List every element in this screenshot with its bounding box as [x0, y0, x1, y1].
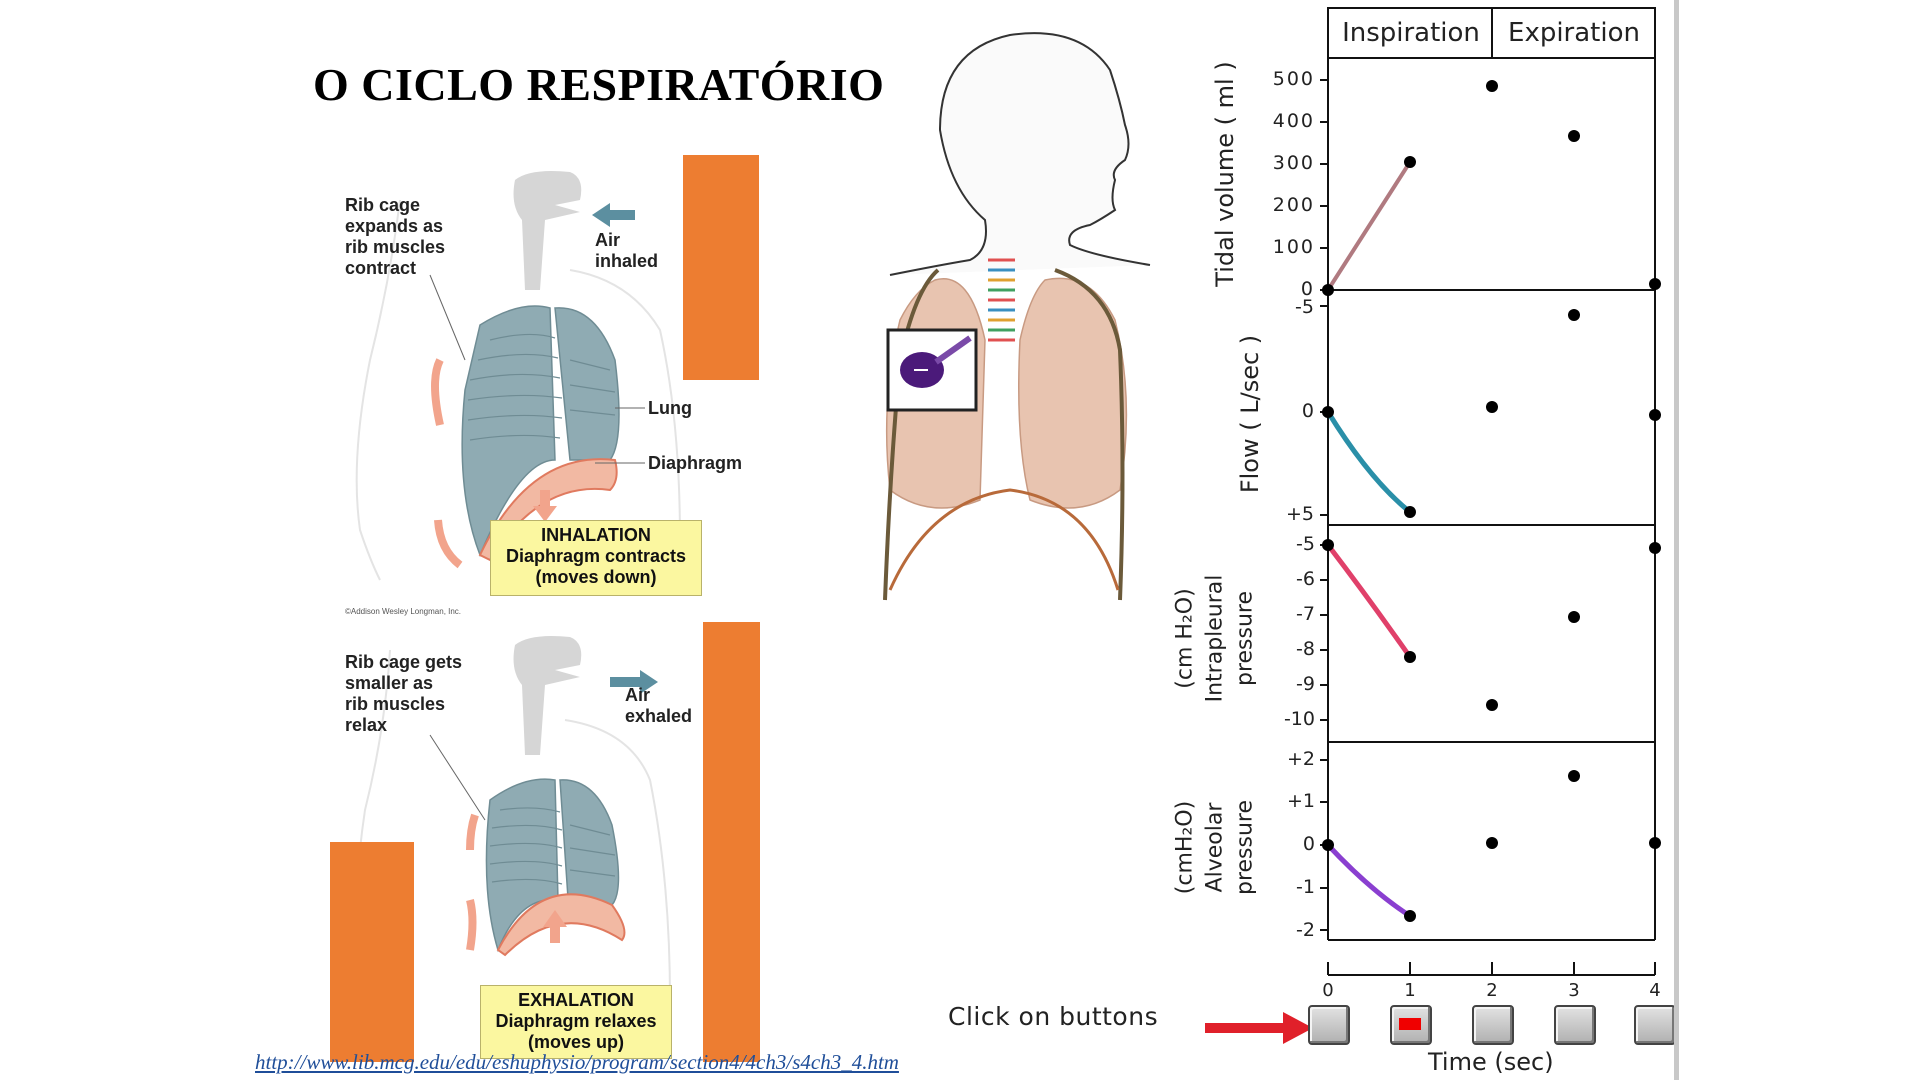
rib-cage-exhale-label: Rib cage gets smaller as rib muscles rel… [345, 652, 462, 736]
time-button-0[interactable] [1308, 1005, 1350, 1045]
inhalation-diagram: Rib cage expands as rib muscles contract… [330, 160, 770, 620]
tick-label: +2 [1286, 748, 1315, 770]
label-line: smaller as [345, 673, 434, 693]
copyright-text: ©Addison Wesley Longman, Inc. [345, 607, 462, 616]
respiratory-chart: Inspiration Expiration 500 400 300 200 1… [1120, 0, 1700, 1080]
tidal-tick-labels: 500 400 300 200 100 0 [1260, 68, 1315, 320]
time-button-1[interactable] [1390, 1005, 1432, 1045]
intrapleural-ylabel-line3: pressure [1232, 590, 1258, 687]
callout-line: Diaphragm contracts [505, 546, 687, 566]
time-button-3[interactable] [1554, 1005, 1596, 1045]
red-arrow-icon [1205, 1012, 1313, 1044]
tick-label: -5 [1296, 533, 1315, 555]
x-axis-label: Time (sec) [1428, 1048, 1554, 1076]
flow-tick-0: 0 [1301, 400, 1314, 422]
lung-label: Lung [648, 398, 692, 418]
applet-border [1674, 0, 1679, 1080]
torso-lungs-illustration [883, 32, 1151, 601]
tick-label: 500 [1272, 68, 1315, 90]
active-indicator [1399, 1018, 1421, 1030]
tick-label: -7 [1296, 603, 1315, 625]
label-line: expands as [345, 216, 444, 236]
label-line: Rib cage [345, 195, 421, 215]
tick-label: 0 [1302, 833, 1315, 855]
alveolar-tick-labels: +2 +1 0 -1 -2 [1260, 748, 1315, 961]
tick-label: +1 [1286, 790, 1315, 812]
callout-line: (moves up) [527, 1032, 624, 1052]
tick-label: 100 [1272, 236, 1315, 258]
x-tick-0: 0 [1322, 980, 1334, 1001]
label-line: exhaled [625, 706, 693, 726]
label-line: rib muscles [345, 694, 446, 714]
orange-block-top [683, 155, 759, 380]
tick-label: 400 [1272, 110, 1315, 132]
callout-line: Diaphragm relaxes [495, 1011, 657, 1031]
orange-block-left [330, 842, 414, 1062]
air-exhaled-label: Air exhaled [625, 685, 692, 727]
tick-label: -8 [1296, 638, 1315, 660]
x-tick-1: 1 [1404, 980, 1416, 1001]
label-line: rib muscles [345, 237, 446, 257]
label-line: Air [625, 685, 651, 705]
diaphragm-label: Diaphragm [648, 453, 743, 473]
alveolar-ylabel-line2: Alveolar [1202, 802, 1228, 893]
flow-ylabel: Flow ( L/sec ) [1236, 334, 1264, 494]
inhalation-callout: INHALATION Diaphragm contracts (moves do… [490, 520, 702, 596]
intrapleural-ylabel-line2: Intrapleural [1202, 574, 1228, 703]
phase-expiration: Expiration [1508, 18, 1640, 48]
x-tick-4: 4 [1649, 980, 1661, 1001]
tick-label: 0 [1300, 278, 1315, 300]
rib-cage-label: Rib cage expands as rib muscles contract [345, 195, 445, 279]
label-line: contract [345, 258, 417, 278]
intrapleural-ylabel-line1: (cm H₂O) [1172, 588, 1198, 689]
label-line: inhaled [595, 251, 659, 271]
label-line: relax [345, 715, 388, 735]
tick-label: 300 [1272, 152, 1315, 174]
source-link[interactable]: http://www.lib.mcg.edu/edu/eshuphysio/pr… [255, 1050, 899, 1074]
flow-tick-plus5: +5 [1285, 503, 1314, 525]
x-tick-2: 2 [1486, 980, 1498, 1001]
tick-label: -9 [1296, 673, 1315, 695]
tick-label: -6 [1296, 568, 1315, 590]
flow-tick-minus5: -5 [1295, 296, 1314, 318]
click-instruction: Click on buttons [948, 1002, 1159, 1031]
phase-inspiration: Inspiration [1342, 18, 1480, 48]
orange-block-right [703, 622, 760, 1062]
callout-line: EXHALATION [518, 990, 634, 1010]
inhalation-illustration [355, 171, 681, 581]
time-button-2[interactable] [1472, 1005, 1514, 1045]
alveolar-ylabel-line1: (cmH₂O) [1172, 800, 1198, 895]
x-tick-3: 3 [1568, 980, 1580, 1001]
slide-title: O CICLO RESPIRATÓRIO [313, 59, 885, 110]
time-button-4[interactable] [1634, 1005, 1676, 1045]
tick-label: -1 [1296, 876, 1315, 898]
intrapleural-tick-labels: -5 -6 -7 -8 -9 -10 [1260, 533, 1315, 743]
tick-label: -10 [1283, 708, 1315, 730]
tick-label: 200 [1272, 194, 1315, 216]
tidal-ylabel: Tidal volume ( ml ) [1211, 61, 1239, 287]
respiratory-chart-svg [1320, 7, 1661, 976]
callout-line: INHALATION [541, 525, 651, 545]
air-inhaled-label: Air inhaled [595, 230, 658, 272]
alveolar-ylabel-line3: pressure [1232, 799, 1258, 896]
callout-line: (moves down) [535, 567, 657, 587]
label-line: Air [595, 230, 621, 250]
exhalation-callout: EXHALATION Diaphragm relaxes (moves up) [480, 985, 672, 1059]
tick-label: -2 [1296, 919, 1315, 941]
label-line: Rib cage gets [345, 652, 463, 672]
